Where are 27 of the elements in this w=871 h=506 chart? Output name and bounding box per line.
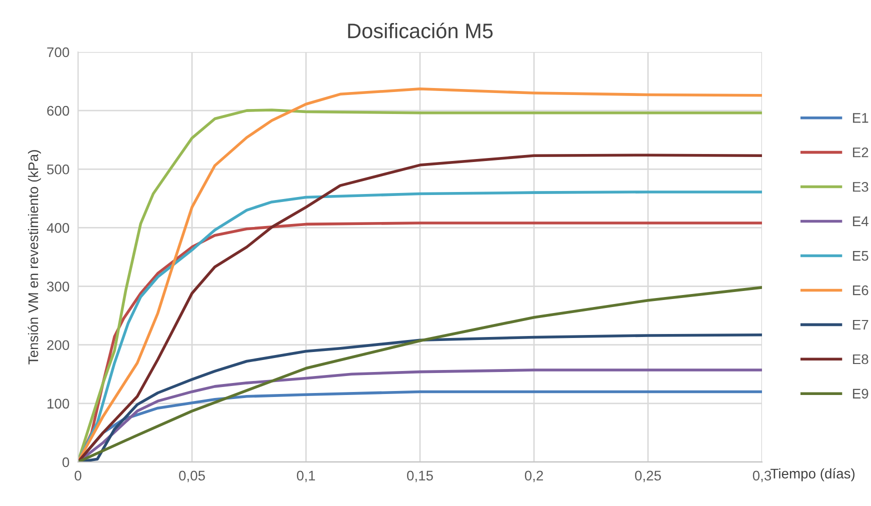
legend-label: E4: [853, 216, 868, 226]
legend-label: E2: [853, 147, 868, 158]
x-tick-label: 0,15: [407, 470, 433, 482]
y-tick-label: 700: [47, 47, 70, 58]
y-tick-label: 100: [48, 398, 70, 409]
x-tick-label: 0,2: [524, 470, 543, 482]
y-tick-label: 0: [62, 457, 70, 468]
y-tick-label: 500: [47, 164, 70, 174]
chart-title: Dosificación M5: [348, 22, 493, 38]
y-tick-label: 400: [46, 223, 70, 233]
x-tick-label: 0: [74, 470, 82, 481]
legend-label: E1: [853, 113, 868, 123]
y-tick-label: 300: [47, 282, 70, 292]
y-axis-title: Tensión VM en revestimiento (kPa): [28, 150, 41, 364]
legend-label: E6: [853, 285, 868, 296]
y-tick-label: 600: [47, 106, 70, 116]
y-tick-label: 200: [47, 340, 70, 350]
legend-label: E7: [853, 320, 868, 330]
legend-label: E8: [853, 354, 868, 364]
x-axis-title: Tiempo (días): [770, 468, 854, 482]
legend-label: E9: [853, 388, 868, 399]
x-tick-label: 0,05: [179, 470, 205, 482]
x-tick-label: 0,1: [296, 470, 315, 482]
x-tick-label: 0,3: [752, 470, 772, 482]
legend-label: E3: [853, 182, 868, 192]
x-tick-label: 0,25: [635, 470, 661, 482]
legend-label: E5: [853, 251, 868, 261]
